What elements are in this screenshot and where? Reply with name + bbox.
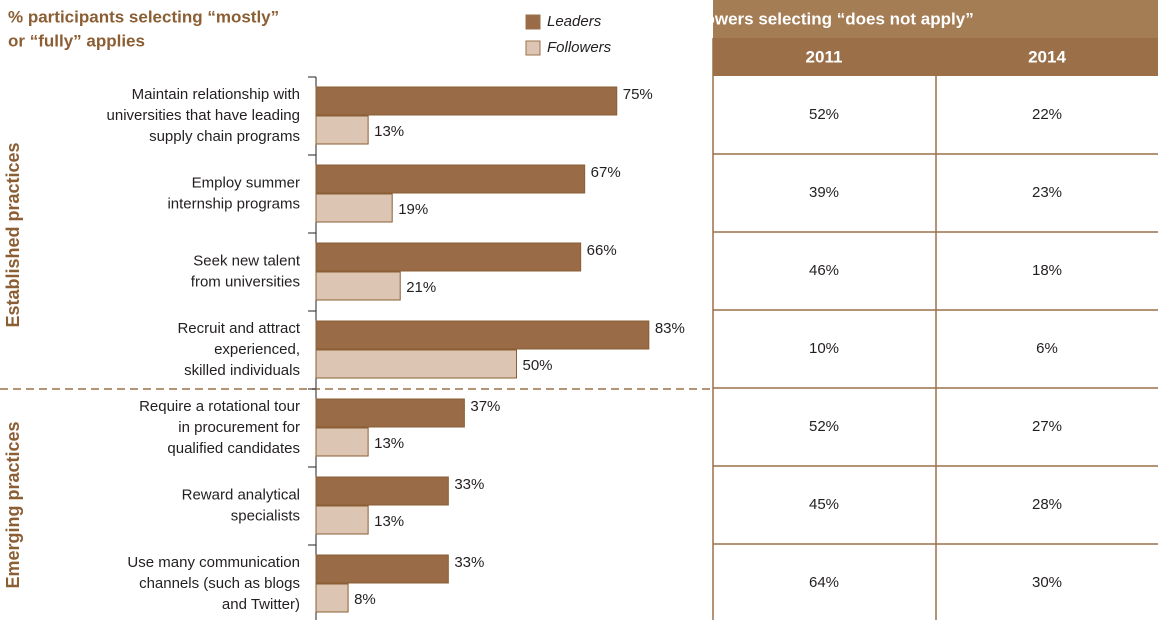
- table-cell: 27%: [1032, 418, 1062, 435]
- category-label: Seek new talent: [193, 252, 301, 269]
- bar: [315, 86, 618, 116]
- value-label: 13%: [374, 513, 404, 530]
- legend-swatch: [525, 40, 541, 56]
- value-label: 19%: [398, 201, 428, 218]
- value-label: 66%: [587, 242, 617, 259]
- bar: [315, 476, 449, 506]
- value-label: 37%: [470, 398, 500, 415]
- bar: [315, 242, 582, 272]
- table-cell: 18%: [1032, 262, 1062, 279]
- category-label: in procurement for: [178, 419, 300, 436]
- table-header: 2014: [1028, 47, 1066, 66]
- value-label: 83%: [655, 320, 685, 337]
- table-header: 2011: [806, 47, 843, 66]
- category-label: universities that have leading: [107, 107, 300, 124]
- category-label: Require a rotational tour: [139, 398, 300, 415]
- category-label: qualified candidates: [167, 440, 300, 457]
- bar: [315, 164, 586, 194]
- table-cell: 64%: [809, 574, 839, 591]
- value-label: 8%: [354, 591, 376, 608]
- bar: [315, 271, 401, 301]
- table-title-band: [713, 0, 1158, 38]
- table-cell: 39%: [809, 184, 839, 201]
- category-label: from universities: [191, 273, 300, 290]
- value-label: 21%: [406, 279, 436, 296]
- chart-title: or “fully” applies: [8, 31, 145, 50]
- table-cell: 28%: [1032, 496, 1062, 513]
- category-label: Reward analytical: [182, 486, 300, 503]
- category-label: Recruit and attract: [177, 320, 300, 337]
- value-label: 67%: [591, 164, 621, 181]
- category-label: Employ summer: [192, 174, 300, 191]
- table-cell: 30%: [1032, 574, 1062, 591]
- category-label: specialists: [231, 507, 300, 524]
- bar: [315, 349, 517, 379]
- category-label: internship programs: [167, 195, 300, 212]
- category-label: experienced,: [214, 341, 300, 358]
- value-label: 75%: [623, 86, 653, 103]
- category-label: Use many communication: [127, 554, 300, 571]
- group-label: Established practices: [3, 142, 23, 327]
- legend-label: Leaders: [547, 13, 602, 30]
- table-cell: 46%: [809, 262, 839, 279]
- table-cell: 23%: [1032, 184, 1062, 201]
- value-label: 33%: [454, 476, 484, 493]
- table-cell: 6%: [1036, 340, 1058, 357]
- value-label: 13%: [374, 123, 404, 140]
- value-label: 13%: [374, 435, 404, 452]
- legend-swatch: [525, 14, 541, 30]
- bar: [315, 554, 449, 584]
- table-cell: 52%: [809, 418, 839, 435]
- group-label: Emerging practices: [3, 421, 23, 588]
- category-label: skilled individuals: [184, 362, 300, 379]
- bar: [315, 505, 369, 535]
- table-title: Followers selecting “does not apply”: [674, 9, 973, 28]
- bar: [315, 427, 369, 457]
- category-label: and Twitter): [222, 596, 300, 613]
- table-cell: 10%: [809, 340, 839, 357]
- category-label: supply chain programs: [149, 128, 300, 145]
- chart-title: % participants selecting “mostly”: [8, 7, 279, 26]
- table-cell: 45%: [809, 496, 839, 513]
- category-label: channels (such as blogs: [139, 575, 300, 592]
- legend-label: Followers: [547, 39, 612, 56]
- category-label: Maintain relationship with: [132, 86, 300, 103]
- bar: [315, 320, 650, 350]
- table-cell: 22%: [1032, 106, 1062, 123]
- bar: [315, 193, 393, 223]
- bar: [315, 398, 465, 428]
- bar: [315, 583, 349, 613]
- value-label: 50%: [523, 357, 553, 374]
- table-cell: 52%: [809, 106, 839, 123]
- value-label: 33%: [454, 554, 484, 571]
- bar: [315, 115, 369, 145]
